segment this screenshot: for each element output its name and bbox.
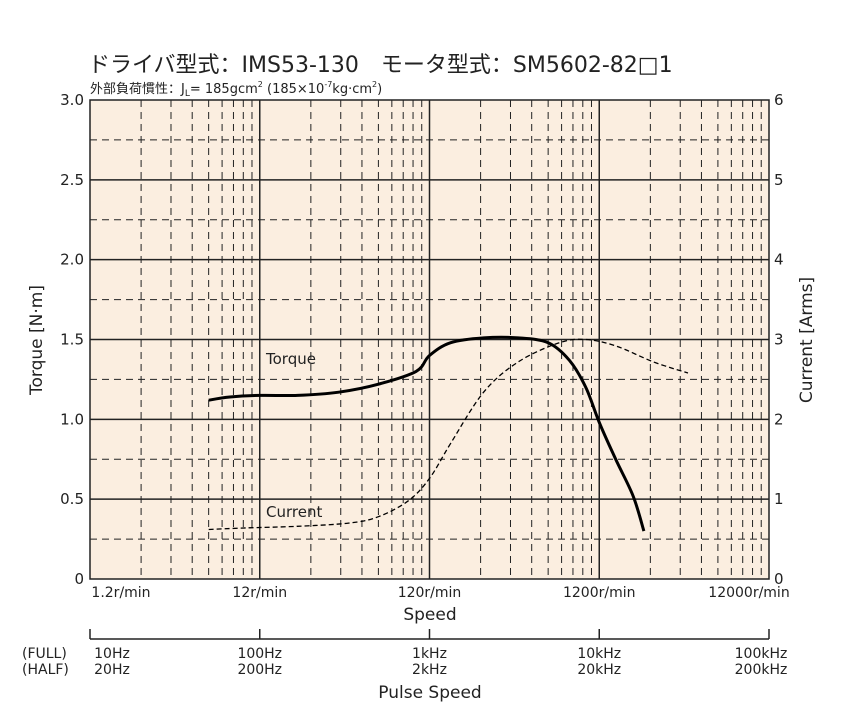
y-left-axis-label: Torque [N·m] — [27, 285, 47, 396]
chart-title: ドライバ型式：IMS53-130 モータ型式：SM5602-82□1 — [88, 53, 673, 78]
y-right-tick-label: 4 — [774, 251, 784, 269]
series-label-torque: Torque — [265, 350, 316, 368]
y-right-tick-label: 0 — [774, 570, 784, 588]
subtitle-sub: L — [185, 89, 190, 99]
pulse-speed-label: Pulse Speed — [378, 683, 481, 703]
series-current-line — [208, 338, 689, 531]
chart-subtitle: 外部負荷慣性：JL= 185gcm2 (185×10-7kg·cm2) — [90, 80, 382, 99]
pulse-row-label-half: (HALF) — [22, 662, 69, 678]
y-left-tick-label: 0 — [74, 570, 84, 588]
subtitle-mid: (185×10 — [263, 82, 324, 97]
y-left-tick-label: 2.0 — [60, 251, 84, 269]
pulse-full-label: 10Hz — [94, 646, 130, 662]
y-left-tick-labels: 0 0.5 1.0 1.5 2.0 2.5 3.0 — [60, 91, 84, 588]
y-right-tick-label: 2 — [774, 410, 784, 428]
pulse-half-label: 20kHz — [577, 662, 621, 678]
pulse-half-label: 200kHz — [735, 662, 788, 678]
subtitle-value: = 185gcm — [190, 82, 258, 97]
pulse-speed-axis — [89, 629, 770, 640]
pulse-half-label: 200Hz — [237, 662, 282, 678]
y-left-tick-label: 1.0 — [60, 410, 84, 428]
subtitle-close: ) — [377, 82, 382, 97]
pulse-full-label: 100kHz — [735, 646, 788, 662]
x-tick-label: 1.2r/min — [91, 585, 150, 601]
major-grid — [90, 100, 769, 579]
pulse-full-label: 1kHz — [412, 646, 447, 662]
y-right-tick-label: 1 — [774, 490, 784, 508]
y-left-tick-label: 1.5 — [60, 331, 84, 349]
y-right-axis-label: Current [Arms] — [797, 277, 817, 403]
y-left-tick-label: 0.5 — [60, 490, 84, 508]
pulse-half-label: 2kHz — [412, 662, 447, 678]
subtitle-sup2: -7 — [324, 80, 332, 89]
x-tick-label: 1200r/min — [563, 585, 636, 601]
subtitle-sup3: 2 — [372, 80, 377, 89]
y-right-tick-label: 6 — [774, 91, 784, 109]
subtitle-unit: kg·cm — [332, 82, 372, 97]
subtitle-prefix: 外部負荷慣性：J — [90, 81, 185, 97]
plot-frame — [89, 99, 770, 580]
x-tick-label: 12000r/min — [708, 585, 789, 601]
pulse-half-label: 20Hz — [94, 662, 130, 678]
y-left-tick-label: 2.5 — [60, 171, 84, 189]
series-label-current: Current — [266, 503, 322, 521]
pulse-full-label: 100Hz — [237, 646, 282, 662]
y-left-tick-label: 3.0 — [60, 91, 84, 109]
y-right-tick-labels: 0 1 2 3 4 5 6 — [774, 91, 784, 588]
x-axis-label: Speed — [403, 605, 456, 625]
y-right-tick-label: 3 — [774, 331, 784, 349]
series-torque-line — [208, 335, 646, 532]
y-right-tick-label: 5 — [774, 171, 784, 189]
x-tick-label: 12r/min — [232, 585, 287, 601]
subtitle-sup1: 2 — [258, 80, 263, 89]
x-tick-label: 120r/min — [398, 585, 462, 601]
pulse-row-label-full: (FULL) — [22, 646, 67, 662]
pulse-full-label: 10kHz — [577, 646, 621, 662]
x-tick-labels: 1.2r/min 12r/min 120r/min 1200r/min 12000r/m… — [91, 585, 789, 601]
